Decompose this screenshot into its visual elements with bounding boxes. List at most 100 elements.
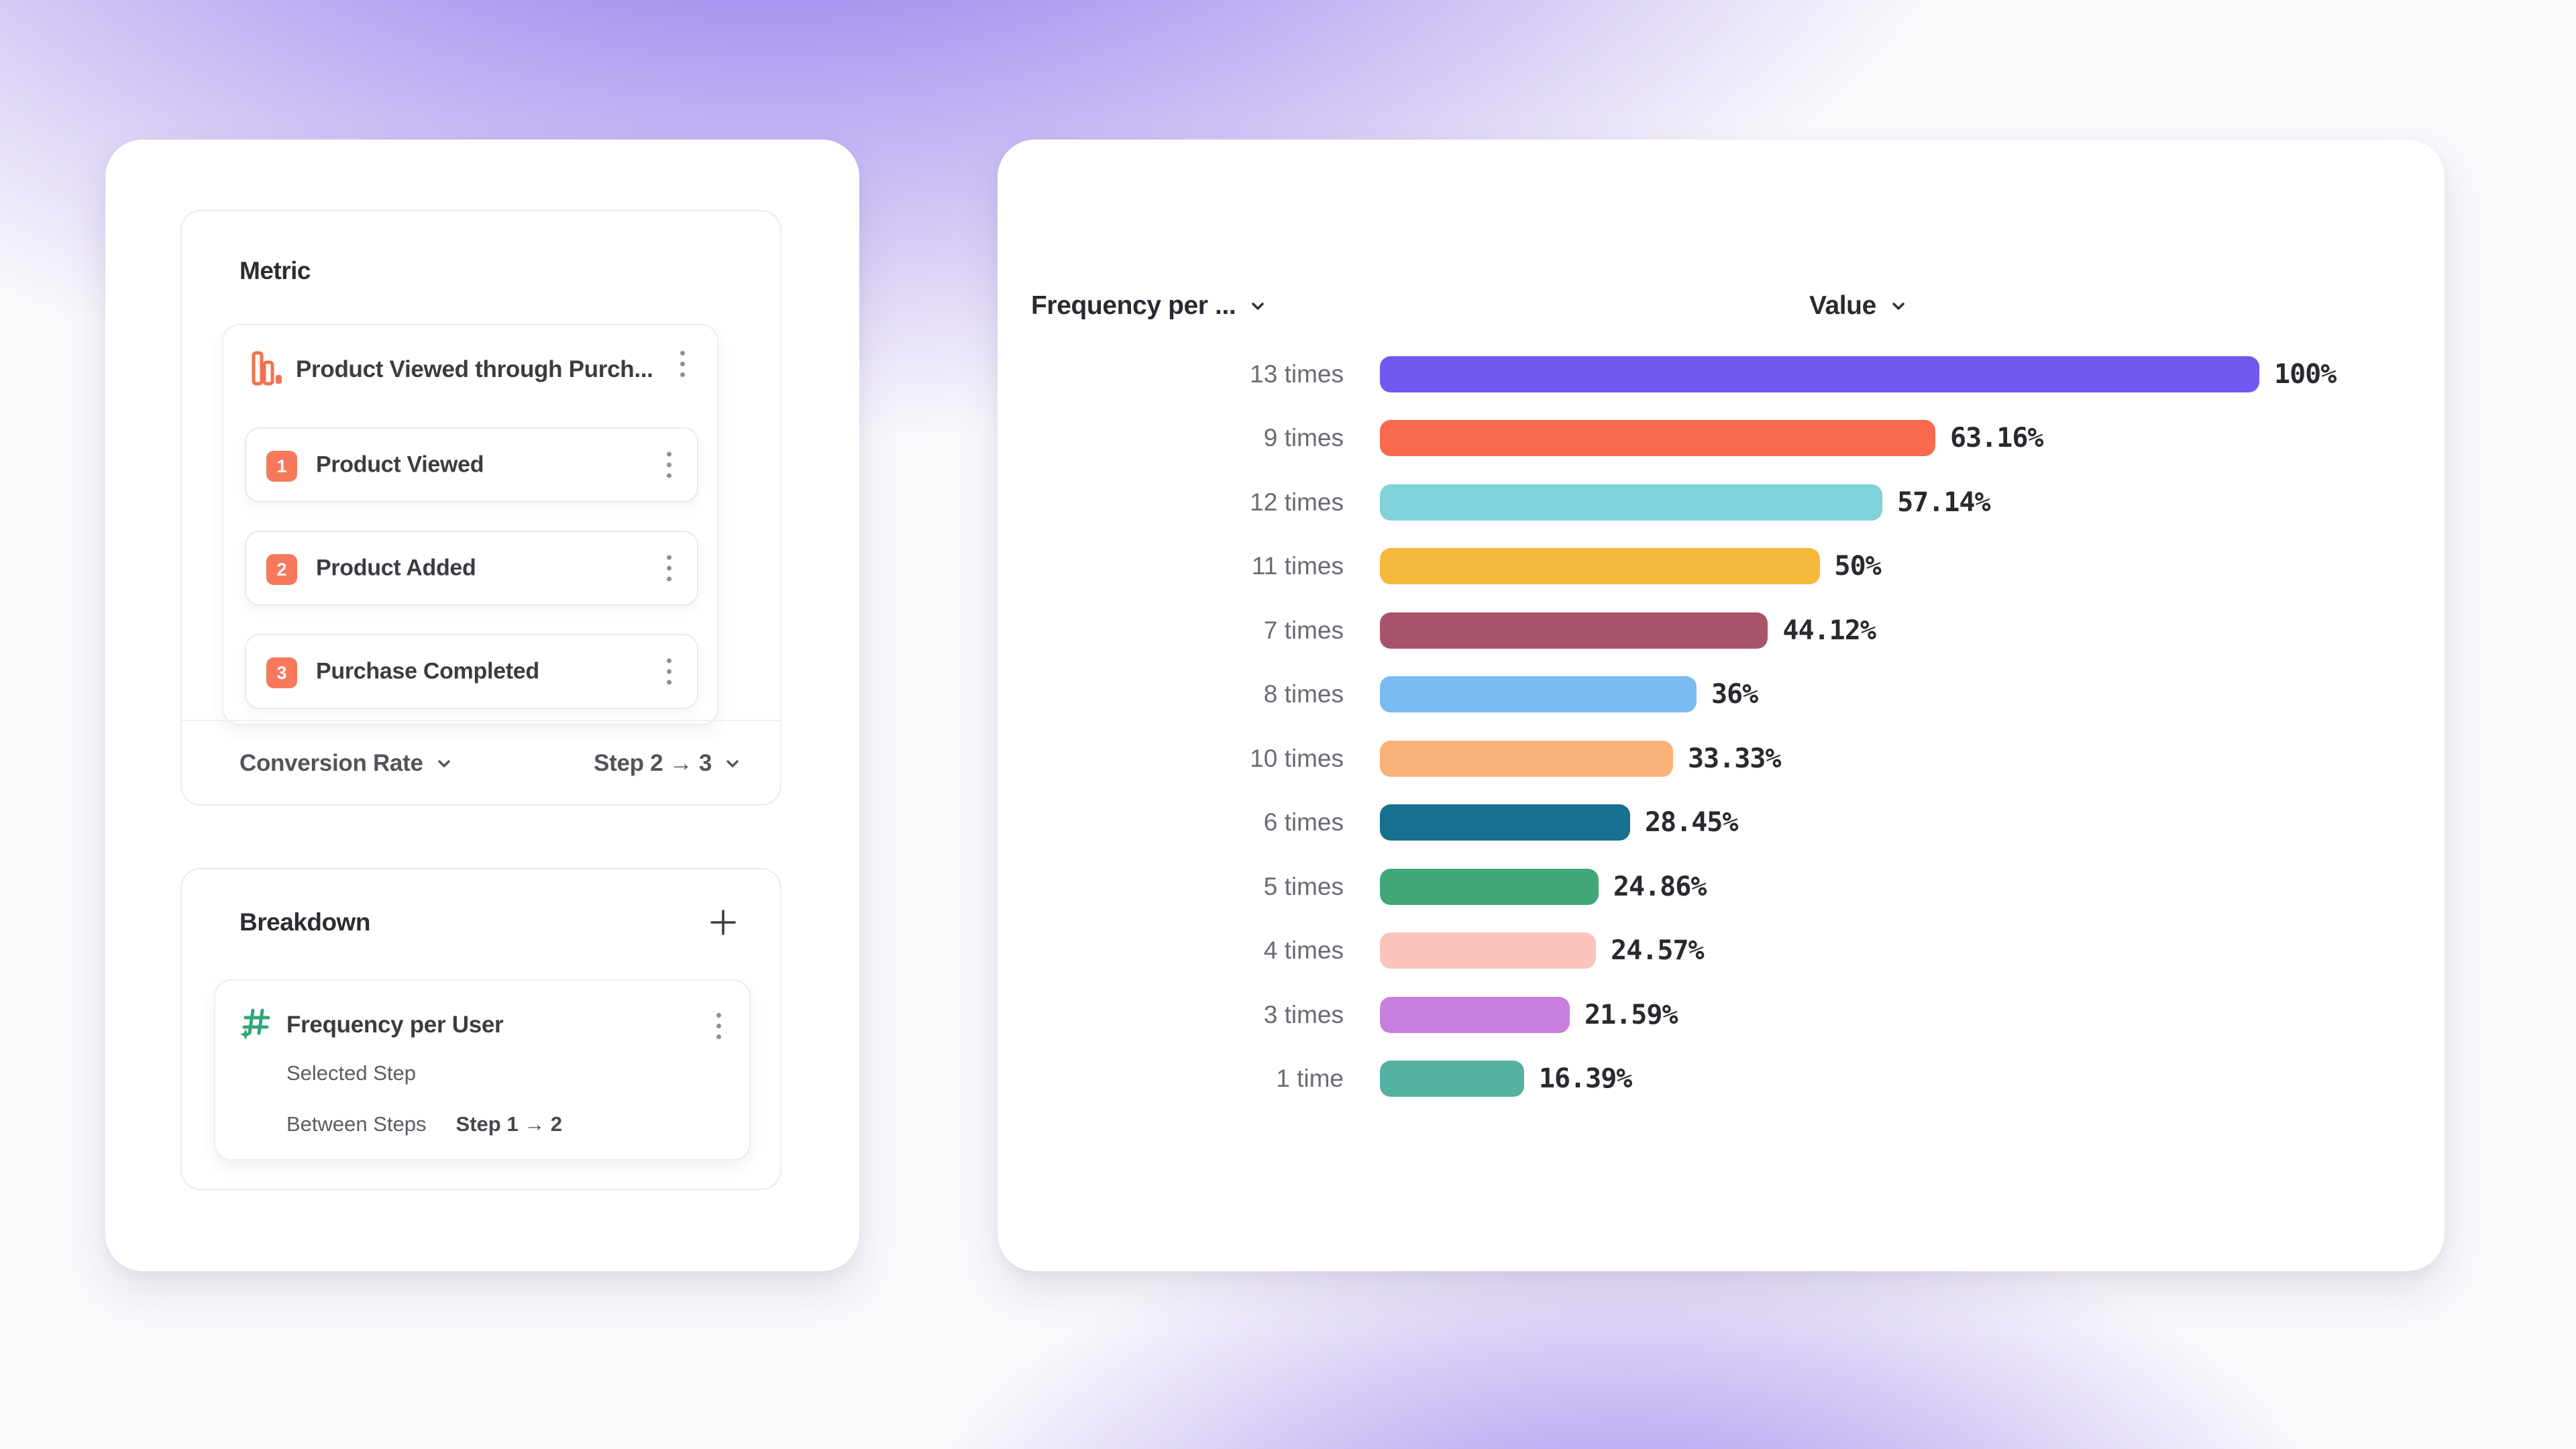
chevron-down-icon bbox=[1252, 303, 1265, 310]
bar[interactable] bbox=[1380, 996, 1570, 1033]
bar[interactable] bbox=[1380, 1061, 1524, 1097]
bar[interactable] bbox=[1380, 804, 1630, 841]
bar-track: 28.45% bbox=[1380, 804, 1738, 841]
funnel-card[interactable]: Product Viewed through Purch... 1 Produc… bbox=[222, 324, 718, 725]
chevron-down-icon bbox=[727, 760, 739, 767]
bar-category-label: 11 times bbox=[1251, 552, 1344, 580]
chart-row: 10 times 33.33% bbox=[998, 727, 2445, 791]
between-steps-value: Step 1 → 2 bbox=[455, 1112, 563, 1136]
step-range-dropdown[interactable]: Step 2 → 3 bbox=[594, 750, 743, 777]
bar-track: 100% bbox=[1380, 356, 2337, 392]
conversion-rate-dropdown[interactable]: Conversion Rate bbox=[239, 750, 454, 777]
bar-value-label: 33.33% bbox=[1687, 743, 1781, 774]
add-breakdown-button[interactable] bbox=[708, 907, 739, 938]
bar-value-label: 24.86% bbox=[1613, 871, 1707, 902]
between-steps-row[interactable]: Between Steps Step 1 → 2 bbox=[286, 1112, 562, 1136]
funnel-header[interactable]: Product Viewed through Purch... bbox=[223, 325, 717, 411]
query-builder-card: Metric Product Viewed through Purch... 1… bbox=[105, 140, 859, 1271]
funnel-name: Product Viewed through Purch... bbox=[296, 356, 653, 382]
chart-row: 7 times 44.12% bbox=[998, 598, 2445, 663]
chart-row: 12 times 57.14% bbox=[998, 470, 2445, 535]
chart-row: 6 times 28.45% bbox=[998, 791, 2445, 855]
chart-row: 1 time 16.39% bbox=[998, 1047, 2445, 1112]
bar[interactable] bbox=[1380, 420, 1936, 457]
bar[interactable] bbox=[1380, 484, 1883, 521]
step-number-badge: 2 bbox=[266, 554, 297, 585]
metric-panel: Metric Product Viewed through Purch... 1… bbox=[180, 210, 782, 806]
step-kebab-menu[interactable] bbox=[661, 550, 677, 587]
bar-category-label: 12 times bbox=[1250, 488, 1344, 516]
breakdown-item-name: Frequency per User bbox=[286, 1012, 504, 1038]
bar[interactable] bbox=[1380, 740, 1673, 777]
between-steps-label: Between Steps bbox=[286, 1112, 427, 1136]
bar-value-label: 44.12% bbox=[1782, 614, 1876, 646]
bar[interactable] bbox=[1380, 676, 1697, 713]
conversion-rate-label: Conversion Rate bbox=[239, 750, 423, 776]
bar-value-label: 63.16% bbox=[1950, 423, 2043, 454]
bar-value-label: 16.39% bbox=[1538, 1063, 1632, 1095]
bar[interactable] bbox=[1380, 548, 1820, 585]
chart-row: 8 times 36% bbox=[998, 663, 2445, 727]
bar-track: 36% bbox=[1380, 676, 1758, 713]
bar-category-label: 3 times bbox=[1263, 1000, 1344, 1028]
chart-card: Frequency per ... Value 13 times 100% 9 … bbox=[998, 140, 2445, 1271]
category-column-header[interactable]: Frequency per ... bbox=[1031, 291, 1268, 321]
breakdown-panel: Breakdown Frequency per User Selected St… bbox=[180, 868, 782, 1190]
bar-track: 21.59% bbox=[1380, 996, 1678, 1033]
bar-category-label: 10 times bbox=[1250, 744, 1344, 772]
bar-category-label: 5 times bbox=[1263, 872, 1344, 900]
breakdown-kebab-menu[interactable] bbox=[711, 1008, 727, 1044]
bar-track: 57.14% bbox=[1380, 484, 1991, 521]
bar-chart: 13 times 100% 9 times 63.16% 12 times 57… bbox=[998, 342, 2445, 1111]
bar-category-label: 1 time bbox=[1276, 1065, 1344, 1093]
bar-value-label: 24.57% bbox=[1611, 935, 1704, 967]
bar[interactable] bbox=[1380, 868, 1599, 905]
bar[interactable] bbox=[1380, 932, 1597, 969]
bar-track: 63.16% bbox=[1380, 420, 2044, 457]
step-kebab-menu[interactable] bbox=[661, 653, 677, 690]
bar-chart-icon bbox=[252, 351, 282, 386]
bar-category-label: 8 times bbox=[1263, 680, 1344, 708]
funnel-step-2[interactable]: 2 Product Added bbox=[245, 531, 698, 606]
bar[interactable] bbox=[1380, 356, 2259, 392]
selected-step-label[interactable]: Selected Step bbox=[286, 1061, 417, 1085]
chart-row: 3 times 21.59% bbox=[998, 983, 2445, 1047]
bar-track: 44.12% bbox=[1380, 612, 1876, 649]
bar-category-label: 13 times bbox=[1250, 360, 1344, 388]
bar-track: 50% bbox=[1380, 548, 1882, 585]
bar-value-label: 21.59% bbox=[1585, 999, 1678, 1030]
metric-footer: Conversion Rate Step 2 → 3 bbox=[182, 721, 780, 806]
step-number-badge: 1 bbox=[266, 451, 297, 482]
value-column-header[interactable]: Value bbox=[1809, 291, 1909, 321]
bar-track: 33.33% bbox=[1380, 740, 1781, 777]
step-label: Product Added bbox=[316, 555, 476, 581]
bar-value-label: 28.45% bbox=[1644, 807, 1738, 839]
chevron-down-icon bbox=[1892, 303, 1904, 310]
step-range-label: Step 2 → 3 bbox=[594, 750, 712, 776]
chart-row: 5 times 24.86% bbox=[998, 855, 2445, 919]
funnel-step-3[interactable]: 3 Purchase Completed bbox=[245, 634, 698, 709]
step-kebab-menu[interactable] bbox=[661, 447, 677, 484]
metric-panel-title: Metric bbox=[239, 257, 311, 284]
funnel-step-1[interactable]: 1 Product Viewed bbox=[245, 427, 698, 502]
bar-value-label: 57.14% bbox=[1897, 486, 1990, 518]
step-label: Product Viewed bbox=[316, 451, 484, 478]
bar-track: 24.57% bbox=[1380, 932, 1705, 969]
funnel-kebab-menu[interactable] bbox=[675, 345, 690, 382]
value-column-label: Value bbox=[1809, 291, 1876, 320]
bar[interactable] bbox=[1380, 612, 1768, 649]
bar-track: 16.39% bbox=[1380, 1061, 1632, 1097]
chart-row: 11 times 50% bbox=[998, 535, 2445, 599]
step-label: Purchase Completed bbox=[316, 658, 539, 684]
bar-value-label: 100% bbox=[2274, 358, 2337, 390]
category-column-label: Frequency per ... bbox=[1031, 291, 1236, 320]
breakdown-item-card[interactable]: Frequency per User Selected Step Between… bbox=[214, 979, 751, 1161]
breakdown-panel-title: Breakdown bbox=[239, 908, 370, 936]
step-number-badge: 3 bbox=[266, 657, 297, 688]
chart-row: 9 times 63.16% bbox=[998, 407, 2445, 471]
chart-row: 13 times 100% bbox=[998, 342, 2445, 407]
chevron-down-icon bbox=[437, 760, 450, 767]
chart-row: 4 times 24.57% bbox=[998, 919, 2445, 983]
bar-track: 24.86% bbox=[1380, 868, 1707, 905]
bar-value-label: 50% bbox=[1834, 551, 1882, 582]
